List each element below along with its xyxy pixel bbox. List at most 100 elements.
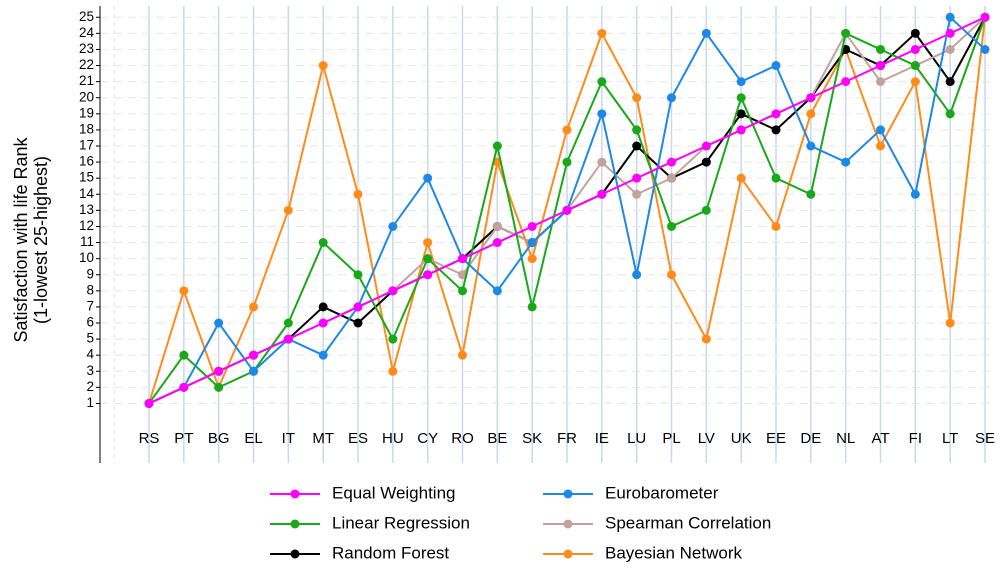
data-point: [876, 125, 885, 135]
data-point: [736, 125, 746, 135]
data-point: [527, 238, 537, 248]
legend-label: Eurobarometer: [605, 483, 719, 502]
data-point: [179, 350, 189, 360]
data-point: [458, 350, 467, 360]
x-tick-label: NL: [836, 430, 855, 447]
x-tick-label: LV: [698, 430, 715, 447]
x-tick-label: FI: [909, 430, 922, 447]
data-point: [388, 334, 398, 344]
data-point: [736, 173, 746, 183]
data-point: [945, 28, 955, 38]
legend-label: Spearman Correlation: [605, 513, 771, 532]
legend-marker: [563, 489, 573, 499]
x-tick-label: FR: [557, 430, 577, 447]
data-point: [353, 318, 363, 328]
data-point: [806, 141, 816, 151]
data-point: [736, 109, 746, 119]
x-tick-label: SE: [975, 430, 995, 447]
data-point: [945, 109, 955, 119]
y-tick-label: 18: [79, 121, 94, 136]
data-point: [701, 334, 711, 344]
data-point: [632, 189, 642, 199]
legend-marker: [290, 549, 300, 559]
data-point: [910, 189, 920, 199]
legend-label: Random Forest: [332, 543, 449, 562]
x-tick-label: EL: [244, 430, 262, 447]
data-point: [179, 382, 189, 392]
y-tick-label: 11: [80, 234, 94, 249]
data-point: [597, 28, 607, 38]
data-point: [214, 382, 224, 392]
x-tick-label: RO: [451, 430, 474, 447]
data-point: [179, 286, 189, 296]
data-point: [910, 28, 920, 38]
data-point: [632, 125, 642, 135]
x-tick-label: PL: [662, 430, 680, 447]
y-axis-label: (1-lowest 25-highest): [31, 156, 51, 324]
legend-marker: [290, 519, 300, 529]
data-point: [910, 44, 920, 54]
legend-marker: [563, 549, 573, 559]
data-point: [423, 238, 433, 248]
data-point: [736, 93, 746, 103]
data-point: [388, 366, 398, 376]
data-point: [597, 189, 607, 199]
x-tick-label: BE: [487, 430, 507, 447]
data-point: [632, 270, 642, 280]
data-point: [701, 205, 711, 215]
legend-label: Linear Regression: [332, 513, 470, 532]
x-tick-label: AT: [871, 430, 889, 447]
data-point: [632, 173, 642, 183]
data-point: [701, 28, 711, 38]
data-point: [458, 254, 467, 264]
data-point: [701, 141, 711, 151]
y-tick-label: 13: [79, 202, 94, 217]
data-point: [597, 109, 607, 119]
y-tick-label: 8: [86, 282, 94, 297]
y-tick-label: 9: [86, 266, 94, 281]
data-point: [492, 238, 502, 248]
data-point: [492, 286, 502, 296]
data-point: [353, 189, 363, 199]
data-point: [667, 270, 676, 280]
data-point: [632, 93, 642, 103]
data-point: [562, 157, 572, 167]
y-tick-label: 14: [79, 186, 95, 201]
data-point: [597, 157, 607, 167]
data-point: [771, 109, 781, 119]
y-tick-label: 10: [79, 250, 94, 265]
x-tick-label: PT: [174, 430, 193, 447]
x-tick-label: IE: [595, 430, 609, 447]
y-tick-label: 21: [79, 73, 94, 88]
y-tick-label: 20: [79, 89, 94, 104]
data-point: [318, 302, 328, 312]
x-tick-label: LU: [627, 430, 646, 447]
data-point: [214, 318, 224, 328]
x-tick-label: UK: [731, 430, 752, 447]
y-tick-label: 24: [79, 25, 95, 40]
data-point: [423, 254, 433, 264]
data-point: [249, 302, 258, 312]
y-tick-label: 2: [86, 379, 94, 394]
x-tick-label: ES: [348, 430, 368, 447]
data-point: [318, 238, 328, 248]
data-point: [876, 77, 885, 87]
data-point: [353, 302, 363, 312]
data-point: [806, 93, 816, 103]
data-point: [458, 270, 467, 280]
data-point: [283, 205, 293, 215]
data-point: [771, 173, 781, 183]
data-point: [492, 221, 502, 231]
data-point: [353, 270, 363, 280]
legend-marker: [563, 519, 573, 529]
data-point: [771, 125, 781, 135]
y-tick-label: 12: [79, 218, 94, 233]
data-point: [945, 318, 955, 328]
data-point: [980, 12, 990, 22]
data-point: [562, 125, 572, 135]
data-point: [388, 221, 398, 231]
data-point: [945, 77, 955, 87]
data-point: [318, 61, 328, 71]
data-point: [562, 205, 572, 215]
